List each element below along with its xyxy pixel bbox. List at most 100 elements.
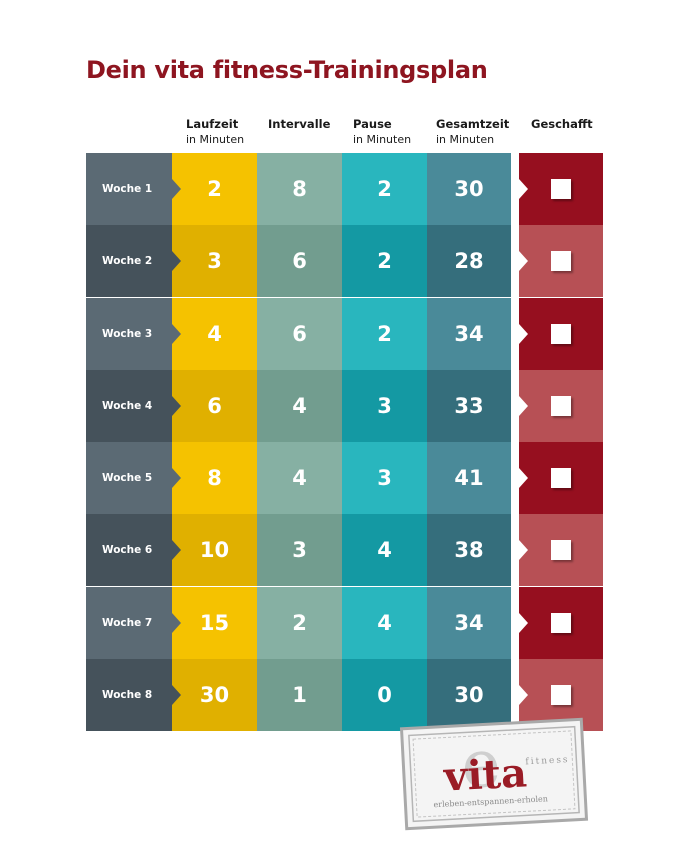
done-checkbox[interactable] bbox=[551, 251, 571, 272]
run-time-cell-value: 30 bbox=[199, 682, 230, 707]
table-row: Woche 4 6 4 3 33 bbox=[86, 369, 603, 442]
done-cell bbox=[519, 658, 603, 731]
intervals-cell: 8 bbox=[257, 153, 342, 225]
row-arrow-icon bbox=[172, 468, 181, 488]
stamp-brand: vita bbox=[442, 749, 528, 800]
done-arrow-icon bbox=[519, 179, 528, 199]
total-time-cell-value: 30 bbox=[454, 682, 484, 707]
header-run-title: Laufzeit bbox=[186, 117, 239, 131]
header-intervals: Intervalle bbox=[268, 117, 330, 132]
done-cell bbox=[519, 297, 603, 370]
table-row: Woche 2 3 6 2 28 bbox=[86, 225, 603, 298]
total-time-cell: 30 bbox=[427, 658, 511, 731]
pause-cell-value: 2 bbox=[377, 177, 392, 201]
header-pause: Pause in Minuten bbox=[353, 117, 411, 147]
page-title: Dein vita fitness-Trainingsplan bbox=[86, 56, 488, 84]
run-time-cell: 4 bbox=[172, 297, 257, 370]
intervals-cell-value: 3 bbox=[292, 538, 307, 563]
week-label-value: Woche 4 bbox=[102, 399, 153, 412]
run-time-cell-value: 10 bbox=[199, 538, 230, 563]
done-cell bbox=[519, 586, 603, 659]
training-table: Woche 1 2 8 2 30 Woche 2 3 6 2 28 Woche 3 4 6 2 34 Woch… bbox=[86, 153, 603, 731]
total-time-cell: 28 bbox=[427, 225, 511, 298]
intervals-cell-value: 6 bbox=[292, 249, 307, 274]
done-checkbox[interactable] bbox=[551, 468, 571, 488]
pause-cell-value: 3 bbox=[377, 393, 392, 418]
done-arrow-icon bbox=[519, 540, 528, 561]
run-time-cell: 30 bbox=[172, 658, 257, 731]
row-arrow-icon bbox=[172, 395, 181, 416]
done-checkbox[interactable] bbox=[551, 684, 571, 705]
pause-cell-value: 2 bbox=[377, 321, 392, 346]
header-total: Gesamtzeit in Minuten bbox=[436, 117, 509, 147]
svg-text:e: e bbox=[459, 725, 502, 804]
table-row: Woche 5 8 4 3 41 bbox=[86, 442, 603, 514]
total-time-cell-value: 28 bbox=[454, 249, 484, 274]
pause-cell-value: 4 bbox=[377, 610, 392, 635]
pause-cell-value: 3 bbox=[377, 466, 392, 490]
week-label-value: Woche 6 bbox=[102, 544, 153, 557]
done-cell bbox=[519, 369, 603, 442]
done-checkbox[interactable] bbox=[551, 612, 571, 633]
week-label: Woche 3 bbox=[86, 297, 172, 370]
done-checkbox[interactable] bbox=[551, 395, 571, 416]
intervals-cell-value: 6 bbox=[292, 321, 307, 346]
pause-cell: 3 bbox=[342, 369, 427, 442]
done-cell bbox=[519, 225, 603, 298]
header-done: Geschafft bbox=[531, 117, 593, 132]
run-time-cell: 15 bbox=[172, 586, 257, 659]
table-row: Woche 8 30 1 0 30 bbox=[86, 658, 603, 731]
pause-cell-value: 0 bbox=[377, 682, 392, 707]
header-intervals-title: Intervalle bbox=[268, 117, 331, 131]
week-label: Woche 5 bbox=[86, 442, 172, 514]
pause-cell: 2 bbox=[342, 225, 427, 298]
done-checkbox[interactable] bbox=[551, 179, 571, 199]
row-arrow-icon bbox=[172, 612, 181, 633]
row-arrow-icon bbox=[172, 540, 181, 561]
week-label-value: Woche 1 bbox=[102, 183, 153, 195]
intervals-cell: 6 bbox=[257, 297, 342, 370]
pause-cell: 2 bbox=[342, 153, 427, 225]
pause-cell-value: 4 bbox=[377, 538, 392, 563]
week-label-value: Woche 2 bbox=[102, 255, 153, 268]
run-time-cell-value: 3 bbox=[207, 249, 222, 274]
total-time-cell: 38 bbox=[427, 514, 511, 587]
intervals-cell: 1 bbox=[257, 658, 342, 731]
done-checkbox[interactable] bbox=[551, 323, 571, 344]
week-label-value: Woche 8 bbox=[102, 688, 153, 701]
done-checkbox[interactable] bbox=[551, 540, 571, 561]
total-time-cell-value: 41 bbox=[454, 466, 484, 490]
intervals-cell: 2 bbox=[257, 586, 342, 659]
header-done-title: Geschafft bbox=[531, 117, 593, 131]
done-arrow-icon bbox=[519, 468, 528, 488]
intervals-cell: 6 bbox=[257, 225, 342, 298]
total-time-cell-value: 33 bbox=[454, 393, 484, 418]
table-row: Woche 7 15 2 4 34 bbox=[86, 586, 603, 659]
pause-cell: 3 bbox=[342, 442, 427, 514]
row-arrow-icon bbox=[172, 179, 181, 199]
row-arrow-icon bbox=[172, 323, 181, 344]
done-arrow-icon bbox=[519, 251, 528, 272]
header-total-sub: in Minuten bbox=[436, 133, 495, 146]
run-time-cell: 10 bbox=[172, 514, 257, 587]
table-row: Woche 6 10 3 4 38 bbox=[86, 514, 603, 587]
done-arrow-icon bbox=[519, 612, 528, 633]
done-arrow-icon bbox=[519, 395, 528, 416]
header-run: Laufzeit in Minuten bbox=[186, 117, 244, 147]
header-pause-title: Pause bbox=[353, 117, 392, 131]
intervals-cell-value: 8 bbox=[292, 177, 307, 201]
intervals-cell: 3 bbox=[257, 514, 342, 587]
run-time-cell-value: 2 bbox=[207, 177, 222, 201]
week-label-value: Woche 3 bbox=[102, 327, 153, 340]
intervals-cell-value: 4 bbox=[292, 393, 307, 418]
table-row: Woche 1 2 8 2 30 bbox=[86, 153, 603, 225]
pause-cell: 0 bbox=[342, 658, 427, 731]
pause-cell: 4 bbox=[342, 586, 427, 659]
week-label-value: Woche 7 bbox=[102, 616, 153, 629]
week-label-value: Woche 5 bbox=[102, 472, 153, 484]
week-label: Woche 7 bbox=[86, 586, 172, 659]
run-time-cell: 6 bbox=[172, 369, 257, 442]
intervals-cell: 4 bbox=[257, 442, 342, 514]
stamp-suffix: fitness bbox=[525, 755, 570, 767]
run-time-cell-value: 15 bbox=[199, 610, 230, 635]
